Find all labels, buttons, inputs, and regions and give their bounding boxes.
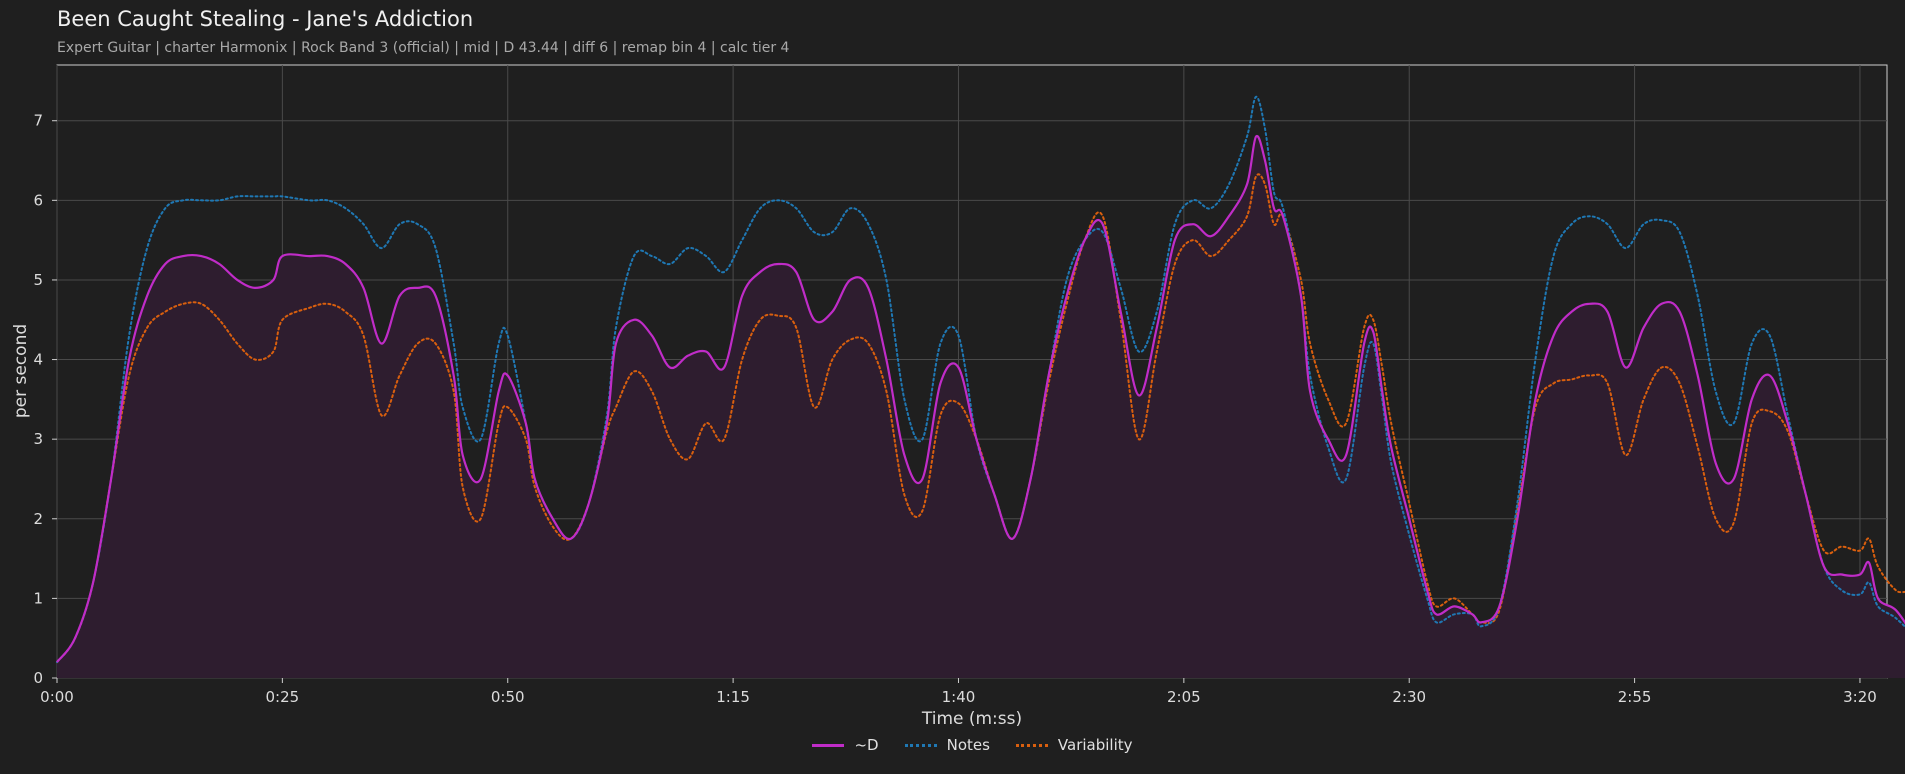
legend-label: Notes [946, 736, 990, 754]
chart-legend: ~D Notes Variability [0, 736, 1905, 754]
x-tick-label: 0:25 [266, 688, 300, 706]
y-tick-label: 6 [33, 191, 43, 209]
y-axis-label: per second [11, 324, 31, 418]
y-tick-label: 2 [33, 510, 43, 528]
y-tick-label: 4 [33, 351, 43, 369]
x-tick-label: 3:20 [1843, 688, 1877, 706]
y-tick-label: 7 [33, 112, 43, 130]
chart-title: Been Caught Stealing - Jane's Addiction [57, 7, 474, 31]
series-fills [57, 136, 1905, 678]
series-area-d [57, 136, 1905, 678]
legend-label: ~D [854, 736, 879, 754]
series-line-d [56, 134, 1905, 663]
series-line-variability [56, 173, 1905, 664]
legend-swatch [1015, 743, 1048, 747]
x-tick-label: 2:05 [1167, 688, 1201, 706]
legend-item-notes: Notes [904, 736, 990, 754]
y-tick-label: 0 [33, 669, 43, 687]
x-tick-label: 2:30 [1392, 688, 1426, 706]
chart-subtitle: Expert Guitar | charter Harmonix | Rock … [57, 40, 790, 56]
series-lines [56, 95, 1905, 664]
x-tick-label: 0:50 [491, 688, 525, 706]
legend-item-d: ~D [812, 736, 879, 754]
legend-swatch [904, 743, 937, 747]
legend-label: Variability [1057, 736, 1133, 754]
y-tick-label: 1 [33, 589, 43, 607]
legend-item-variability: Variability [1015, 736, 1133, 754]
x-axis: 0:00 0:25 0:50 1:15 1:40 2:05 2:30 2:55 3:20 [40, 678, 1877, 706]
x-tick-label: 2:55 [1618, 688, 1652, 706]
x-tick-label: 1:40 [942, 688, 976, 706]
x-tick-label: 1:15 [716, 688, 750, 706]
y-tick-label: 3 [33, 430, 43, 448]
y-tick-label: 5 [33, 271, 43, 289]
x-axis-label: Time (m:ss) [921, 709, 1022, 729]
y-axis: 0 1 2 3 4 5 6 7 [33, 112, 57, 687]
legend-swatch [812, 743, 845, 747]
x-tick-label: 0:00 [40, 688, 74, 706]
